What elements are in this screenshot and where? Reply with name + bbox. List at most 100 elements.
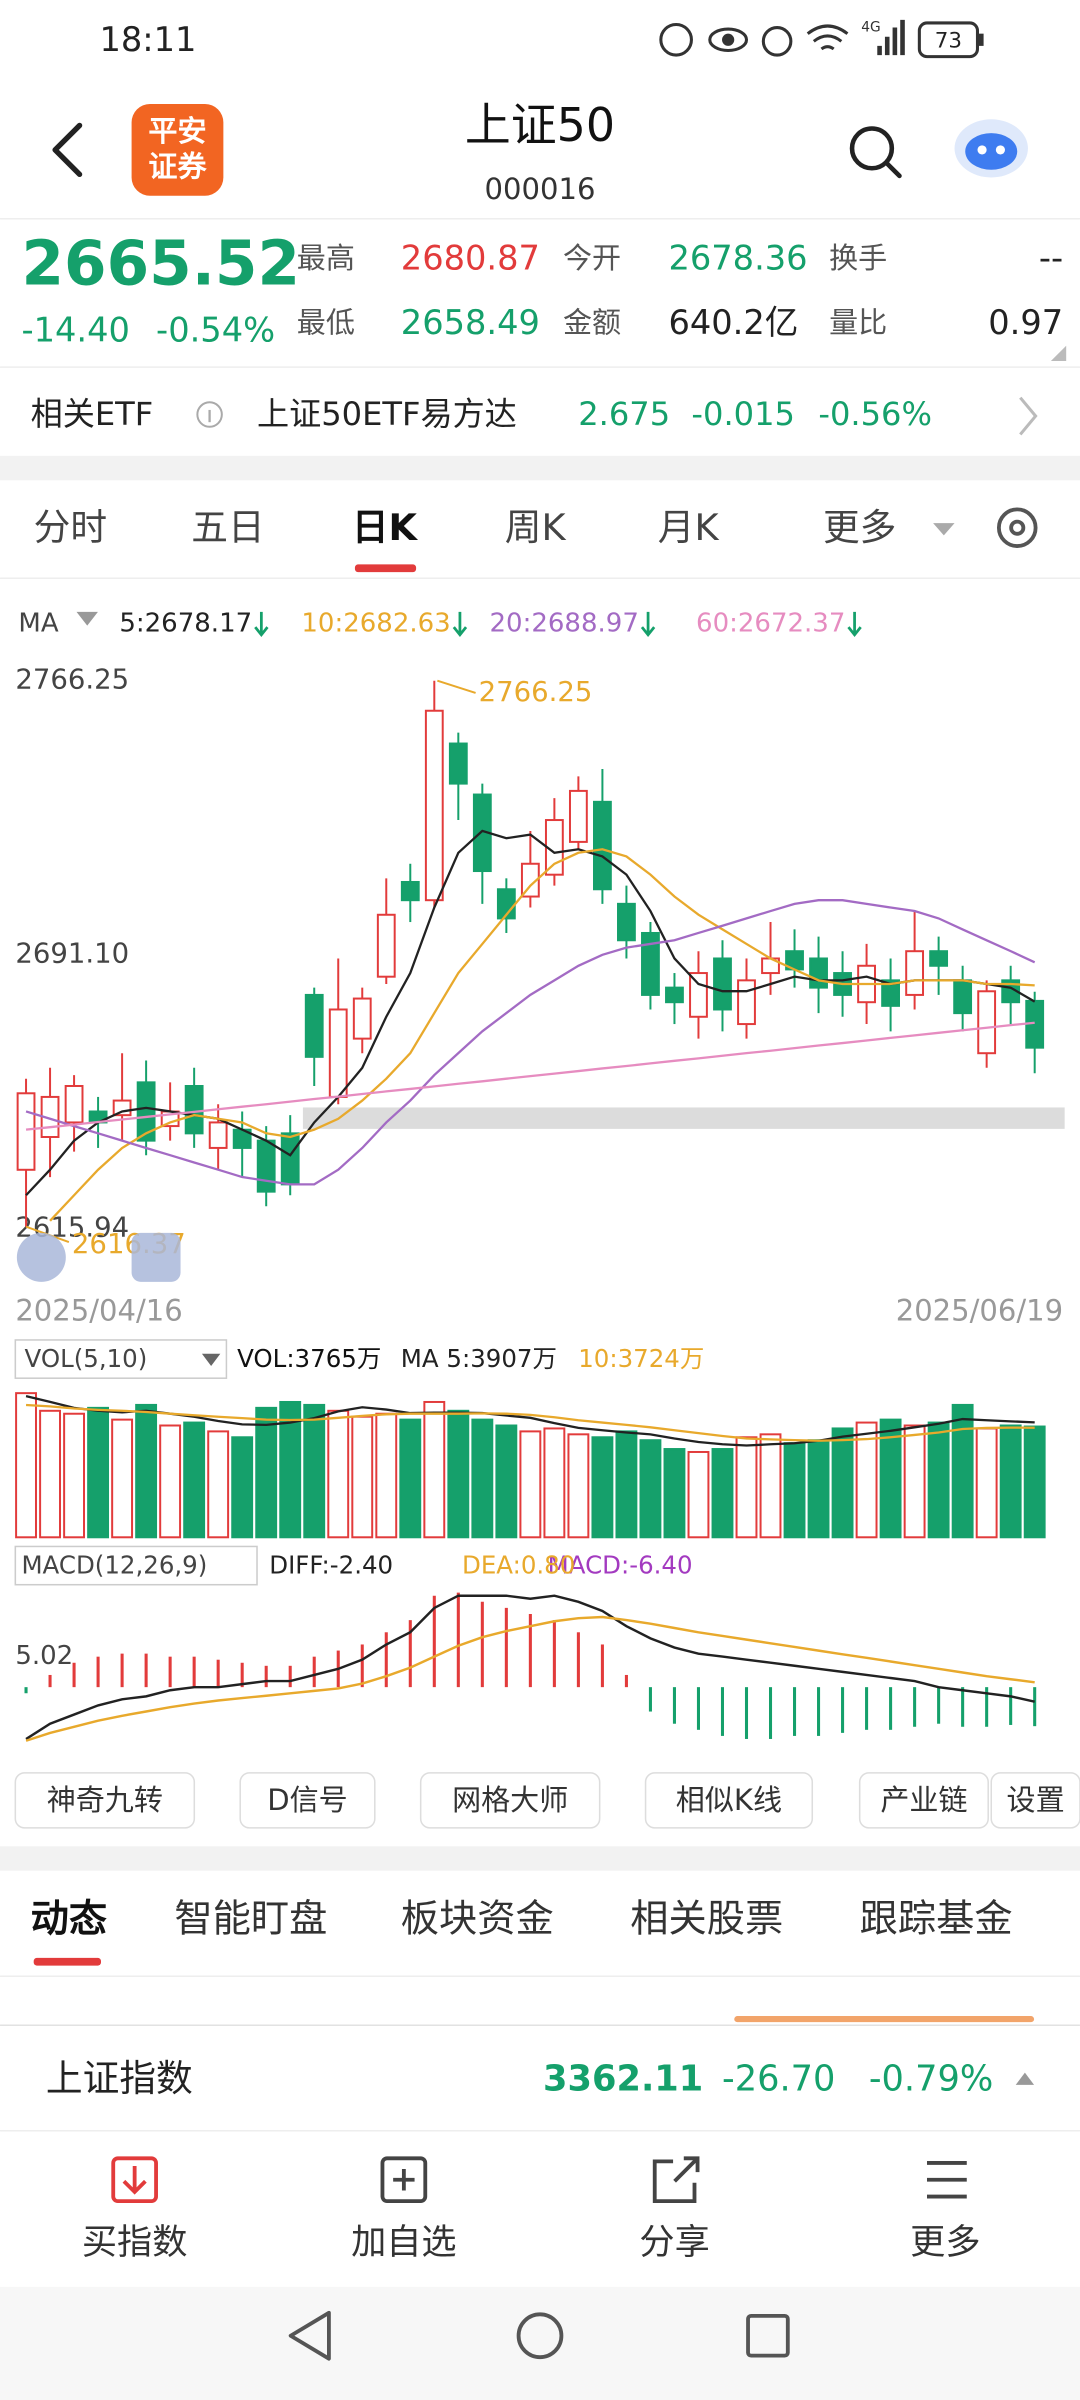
volume-bar	[831, 1427, 854, 1539]
tool-button[interactable]: 产业链	[858, 1772, 989, 1829]
ma-legend: 60:2672.37	[696, 609, 845, 639]
collapse-button[interactable]	[16, 1232, 66, 1282]
tool-button[interactable]: 相似K线	[644, 1772, 814, 1829]
page-title: 上证50	[465, 98, 615, 152]
info-tab[interactable]: 板块资金	[401, 1898, 554, 1942]
macd-indicator-label: MACD(12,26,9)	[21, 1550, 207, 1579]
quote-label: 最低	[297, 305, 355, 339]
status-network: 4G	[861, 20, 880, 36]
tool-button-label: D信号	[267, 1783, 347, 1817]
info-tab[interactable]: 智能盯盘	[174, 1898, 327, 1942]
ma-label: MA	[18, 609, 58, 639]
volume-bar	[471, 1418, 494, 1539]
vol-title: VOL:3765万	[237, 1344, 381, 1373]
annotation-leader	[437, 679, 476, 694]
volume-bar	[927, 1421, 950, 1539]
volume-bar	[711, 1448, 734, 1539]
candle-body	[665, 986, 684, 1004]
period-tab[interactable]: 五日	[191, 506, 264, 549]
volume-bar	[351, 1415, 374, 1539]
tool-button-label: 产业链	[880, 1783, 967, 1817]
nav-label[interactable]: 买指数	[82, 2222, 188, 2263]
period-tab[interactable]: 更多	[823, 506, 896, 549]
quote-label: 量比	[829, 305, 887, 339]
candle-body	[809, 957, 828, 989]
price-change-pct: -0.54%	[156, 310, 275, 349]
expand-arrow	[1015, 2072, 1035, 2085]
section-gap	[0, 455, 1080, 481]
price-change: -14.40	[21, 310, 129, 349]
index-row[interactable]: 上证指数 3362.11 -26.70 -0.79%	[46, 2057, 1035, 2100]
quote-value: 2680.87	[401, 239, 540, 278]
tool-button[interactable]: 神奇九转	[14, 1772, 196, 1829]
vol-ma-legend: 10:3724万	[578, 1344, 704, 1373]
tool-button[interactable]: D信号	[239, 1772, 376, 1829]
volume-bar	[375, 1412, 398, 1539]
candle-body	[184, 1085, 204, 1135]
period-tab[interactable]: 日K	[352, 506, 419, 549]
vol-indicator-box[interactable]	[14, 1339, 228, 1379]
volume-bar	[447, 1409, 470, 1539]
candle-body	[520, 862, 540, 898]
logo-text: 证券	[148, 149, 207, 183]
dropdown-arrow	[933, 523, 955, 536]
tool-button[interactable]: 设置	[990, 1772, 1080, 1829]
macd-legend: DEA:0.80	[462, 1550, 575, 1579]
nav-icon	[111, 2156, 158, 2204]
tool-button-bg	[14, 1772, 196, 1829]
macd-indicator-box[interactable]	[14, 1545, 258, 1586]
candle-body	[208, 1121, 228, 1149]
volume-bar	[735, 1436, 758, 1539]
active-tab-indicator	[33, 1957, 101, 1966]
candle-body	[881, 979, 901, 1007]
tool-button-bg	[644, 1772, 814, 1829]
nav-label[interactable]: 分享	[639, 2222, 709, 2263]
back-button[interactable]	[52, 122, 83, 178]
tool-button[interactable]: 网格大师	[419, 1772, 601, 1829]
vol-ma-line	[25, 1394, 1035, 1447]
volume-bar	[327, 1409, 350, 1539]
candle-body	[328, 1008, 348, 1098]
info-tab[interactable]: 动态	[31, 1898, 107, 1942]
candle-body	[424, 709, 444, 902]
nav-label[interactable]: 更多	[910, 2222, 980, 2263]
volume-bar	[231, 1436, 254, 1539]
etf-price: 2.675	[578, 395, 670, 433]
system-nav	[0, 2286, 1080, 2400]
nav-label[interactable]: 加自选	[351, 2222, 457, 2263]
settings-button[interactable]	[996, 507, 1038, 548]
x-tick-label: 2025/06/19	[896, 1293, 1063, 1327]
period-tab[interactable]: 月K	[658, 506, 720, 549]
last-price: 2665.52	[21, 228, 300, 299]
assistant-button[interactable]	[954, 119, 1028, 178]
candle-body	[713, 957, 732, 1011]
nav-recents[interactable]	[746, 2313, 790, 2358]
quote-value: 2658.49	[401, 303, 540, 342]
candle-body	[448, 742, 468, 785]
nav-home[interactable]	[516, 2312, 564, 2360]
volume-bar	[423, 1400, 446, 1539]
etf-change-pct: -0.56%	[818, 395, 932, 433]
nav-back[interactable]	[288, 2310, 331, 2361]
fullscreen-button[interactable]	[131, 1232, 181, 1282]
info-tab[interactable]: 相关股票	[630, 1898, 783, 1942]
volume-bar	[855, 1421, 878, 1539]
ma-legend: 5:2678.17	[119, 609, 252, 639]
tool-button-bg	[419, 1772, 601, 1829]
volume-bar	[879, 1418, 902, 1539]
search-button[interactable]	[849, 126, 902, 179]
volume-bar	[999, 1424, 1022, 1539]
volume-bar	[303, 1403, 326, 1539]
quote-label: 今开	[563, 241, 621, 275]
ma-legend: 20:2688.97	[490, 609, 639, 639]
period-tab[interactable]: 分时	[34, 506, 107, 549]
candle-body	[617, 902, 636, 942]
candle-body	[929, 950, 949, 967]
index-change-pct: -0.79%	[869, 2058, 993, 2099]
info-tabs: 动态 智能盯盘 板块资金 相关股票 跟踪基金	[31, 1898, 1013, 1942]
candle-body	[304, 993, 324, 1058]
period-tab[interactable]: 周K	[505, 506, 567, 549]
etf-row[interactable]: 相关ETF 上证50ETF易方达 2.675 -0.015 -0.56%	[31, 395, 1038, 436]
info-tab[interactable]: 跟踪基金	[860, 1898, 1013, 1942]
